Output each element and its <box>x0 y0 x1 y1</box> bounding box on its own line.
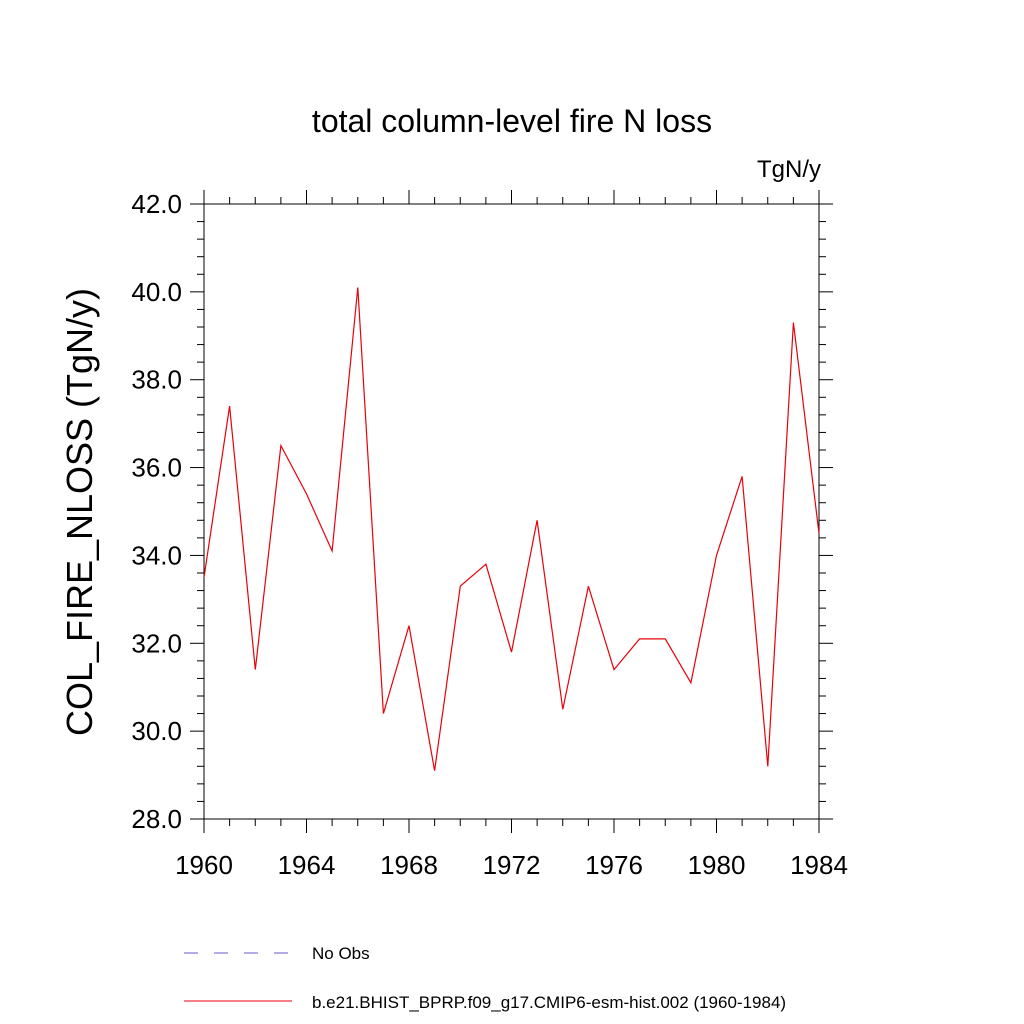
x-tick-label: 1972 <box>483 850 541 880</box>
x-tick-label: 1984 <box>790 850 848 880</box>
x-tick-label: 1960 <box>175 850 233 880</box>
series-line-0 <box>203 287 820 771</box>
y-tick-label: 42.0 <box>131 189 182 219</box>
y-tick-label: 32.0 <box>131 628 182 658</box>
plot-frame <box>203 203 820 820</box>
y-tick-label: 36.0 <box>131 453 182 483</box>
units-label: TgN/y <box>756 156 821 183</box>
y-tick-label: 30.0 <box>131 716 182 746</box>
y-tick-label: 38.0 <box>131 365 182 395</box>
x-tick-label: 1968 <box>380 850 438 880</box>
x-tick-label: 1976 <box>585 850 643 880</box>
y-tick-label: 34.0 <box>131 540 182 570</box>
x-tick-label: 1980 <box>688 850 746 880</box>
x-tick-label: 1964 <box>278 850 336 880</box>
legend-label-no-obs: No Obs <box>312 944 370 963</box>
y-tick-label: 28.0 <box>131 804 182 834</box>
chart-title: total column-level fire N loss <box>311 103 713 139</box>
legend-label-model-run: b.e21.BHIST_BPRP.f09_g17.CMIP6-esm-hist.… <box>312 993 787 1012</box>
y-tick-label: 40.0 <box>131 277 182 307</box>
